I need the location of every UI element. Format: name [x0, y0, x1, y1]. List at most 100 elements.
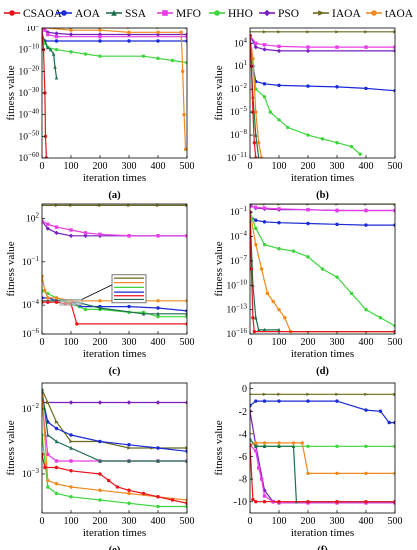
data-point-aoa — [262, 399, 267, 403]
zoom-region — [59, 299, 83, 306]
data-point-ssa — [54, 439, 59, 444]
series-line-hho — [42, 290, 187, 318]
y-tick-label: 10−30 — [19, 86, 40, 99]
data-point-iaoa — [262, 392, 267, 397]
data-point-csaoa — [306, 499, 310, 504]
data-point-aoa — [127, 39, 131, 43]
y-tick-label: 10−8 — [230, 128, 247, 141]
data-point-csaoa — [251, 316, 255, 320]
x-tick-label: 200 — [301, 516, 316, 527]
data-point-ssa — [254, 315, 258, 320]
data-point-iaoa — [127, 446, 132, 450]
data-point-hho — [185, 60, 187, 65]
legend-item-taoa: tAOA — [366, 8, 414, 20]
data-point-pso — [155, 400, 161, 405]
data-point-aoa — [335, 85, 339, 89]
series-pso — [250, 33, 395, 54]
y-axis-label: fitness value — [5, 241, 17, 296]
y-tick-label: 10−3 — [22, 467, 39, 480]
data-point-hho — [69, 495, 73, 499]
inset-frame — [111, 274, 147, 304]
data-point-csaoa — [254, 156, 258, 158]
data-point-hho — [46, 485, 50, 489]
data-point-mfo — [54, 459, 59, 463]
y-tick-label: 101 — [234, 59, 248, 72]
data-point-aoa — [254, 218, 258, 222]
data-point-taoa — [277, 441, 281, 445]
data-point-mfo — [306, 207, 310, 212]
data-point-csaoa — [43, 465, 47, 470]
series-pso — [42, 400, 187, 405]
data-point-mfo — [364, 208, 368, 213]
data-point-taoa — [393, 471, 395, 476]
panel-label: (f) — [317, 545, 328, 550]
data-point-aoa — [254, 399, 258, 403]
x-tick-label: 0 — [248, 337, 253, 348]
data-point-taoa — [254, 110, 258, 114]
series-aoa — [250, 41, 395, 93]
legend-label-csaoa: CSAOA — [23, 8, 63, 20]
data-point-taoa — [69, 28, 73, 32]
series-line-taoa — [42, 28, 187, 150]
data-point-taoa — [127, 491, 131, 496]
series-line-hho — [250, 43, 361, 155]
panel-label: (a) — [108, 190, 121, 201]
data-point-aoa — [54, 426, 59, 431]
series-line-aoa — [42, 395, 187, 452]
data-point-ssa — [98, 458, 102, 463]
data-point-hho — [349, 144, 354, 149]
data-point-iaoa — [69, 204, 74, 208]
plot-area — [42, 204, 187, 326]
legend-item-pso: PSO — [259, 8, 299, 20]
series-hho — [250, 210, 395, 328]
series-csaoa — [250, 210, 395, 334]
data-point-ssa — [54, 75, 59, 80]
data-point-aoa — [156, 446, 160, 450]
series-line-pso — [250, 411, 395, 504]
data-point-mfo — [43, 28, 47, 32]
series-taoa — [250, 441, 395, 476]
legend-item-ssa: SSA — [106, 8, 147, 20]
y-axis-label: fitness value — [213, 65, 225, 120]
data-point-hho — [306, 444, 310, 449]
legend-label-aoa: AOA — [75, 8, 101, 20]
y-tick-label: -4 — [239, 429, 247, 440]
y-axis-label: fitness value — [213, 420, 225, 475]
legend-label-iaoa: IAOA — [332, 8, 361, 20]
data-point-pso — [54, 230, 59, 236]
data-point-iaoa — [185, 204, 187, 208]
data-point-taoa — [42, 394, 44, 398]
data-point-taoa — [254, 441, 258, 445]
data-point-csaoa — [127, 488, 131, 492]
data-point-mfo — [98, 232, 102, 237]
data-point-aoa — [156, 39, 160, 43]
data-point-taoa — [300, 441, 304, 445]
data-point-aoa — [364, 408, 368, 412]
data-point-mfo — [156, 234, 160, 238]
data-point-hho — [98, 498, 102, 502]
data-point-iaoa — [250, 393, 253, 396]
x-tick-label: 200 — [93, 337, 108, 348]
x-tick-label: 0 — [40, 161, 45, 172]
data-point-iaoa — [156, 204, 161, 208]
y-tick-label: 10−1 — [230, 205, 247, 218]
data-point-aoa — [54, 39, 59, 43]
data-point-pso — [155, 32, 161, 37]
data-point-taoa — [251, 56, 255, 61]
data-point-aoa — [185, 449, 187, 453]
data-point-pso — [276, 48, 282, 54]
data-point-pso — [126, 32, 132, 37]
legend-marker-mfo — [162, 10, 168, 16]
data-point-aoa — [156, 306, 160, 310]
data-point-csaoa — [115, 485, 120, 489]
series-line-ssa — [250, 212, 279, 331]
data-point-pso — [68, 233, 74, 238]
data-point-pso — [68, 32, 74, 37]
legend-marker-aoa — [61, 10, 67, 16]
legend-label-taoa: tAOA — [385, 8, 414, 20]
data-point-aoa — [69, 433, 73, 437]
y-tick-label: 10−16 — [227, 327, 248, 340]
data-point-aoa — [42, 296, 44, 300]
panel-label: (b) — [316, 190, 329, 201]
data-point-mfo — [46, 452, 50, 457]
